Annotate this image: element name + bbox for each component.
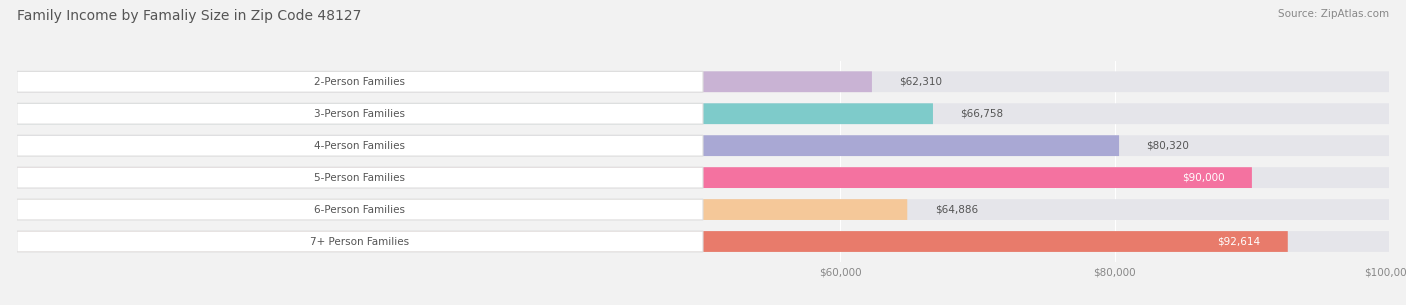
Text: 3-Person Families: 3-Person Families [315,109,405,119]
FancyBboxPatch shape [17,103,1389,124]
Text: $66,758: $66,758 [960,109,1004,119]
FancyBboxPatch shape [17,231,1389,252]
Text: 4-Person Families: 4-Person Families [315,141,405,151]
Text: $80,320: $80,320 [1146,141,1189,151]
FancyBboxPatch shape [17,135,1389,156]
FancyBboxPatch shape [17,167,703,188]
FancyBboxPatch shape [17,103,703,124]
FancyBboxPatch shape [17,71,1389,92]
Text: 7+ Person Families: 7+ Person Families [311,237,409,246]
FancyBboxPatch shape [17,135,703,156]
FancyBboxPatch shape [17,231,703,252]
Text: $92,614: $92,614 [1218,237,1260,246]
FancyBboxPatch shape [17,199,703,220]
FancyBboxPatch shape [17,167,1389,188]
FancyBboxPatch shape [17,103,934,124]
Text: Family Income by Famaliy Size in Zip Code 48127: Family Income by Famaliy Size in Zip Cod… [17,9,361,23]
FancyBboxPatch shape [17,167,1251,188]
FancyBboxPatch shape [17,231,1288,252]
FancyBboxPatch shape [17,71,872,92]
Text: $90,000: $90,000 [1182,173,1225,183]
Text: Source: ZipAtlas.com: Source: ZipAtlas.com [1278,9,1389,19]
Text: 2-Person Families: 2-Person Families [315,77,405,87]
FancyBboxPatch shape [17,135,1119,156]
FancyBboxPatch shape [17,199,1389,220]
FancyBboxPatch shape [17,71,703,92]
FancyBboxPatch shape [17,199,907,220]
Text: $62,310: $62,310 [900,77,942,87]
Text: 6-Person Families: 6-Person Families [315,205,405,215]
Text: $64,886: $64,886 [935,205,977,215]
Text: 5-Person Families: 5-Person Families [315,173,405,183]
